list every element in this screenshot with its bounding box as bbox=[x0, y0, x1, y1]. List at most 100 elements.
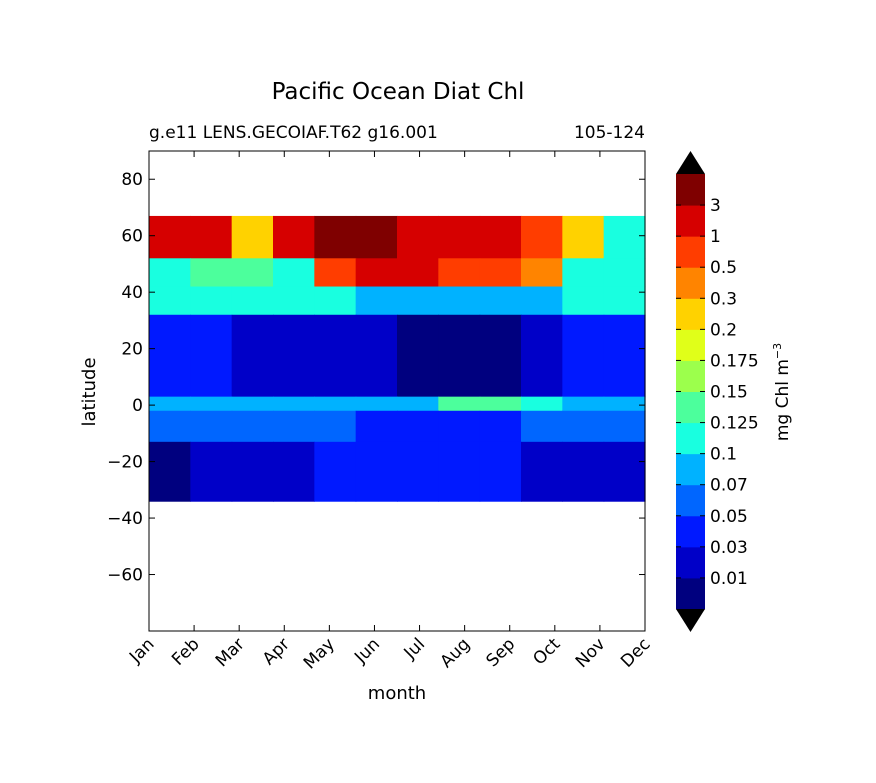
colorbar-segment bbox=[676, 515, 705, 548]
y-axis-label: latitude bbox=[79, 357, 100, 426]
chart-subtitle-left: g.e11 LENS.GECOIAF.T62 g16.001 bbox=[149, 123, 438, 143]
heatmap-cell bbox=[314, 410, 357, 443]
heatmap-cell bbox=[479, 314, 522, 398]
colorbar-tick-label: 0.175 bbox=[710, 351, 759, 371]
heatmap-cell bbox=[190, 286, 233, 316]
heatmap-cell bbox=[562, 314, 605, 398]
colorbar-segment bbox=[676, 329, 705, 361]
heatmap-cell bbox=[149, 314, 191, 398]
heatmap-cell bbox=[355, 396, 398, 412]
heatmap-cell bbox=[273, 258, 315, 288]
heatmap-cell bbox=[149, 258, 191, 288]
heatmap-cell bbox=[438, 314, 481, 398]
plot-frame bbox=[148, 150, 646, 632]
heatmap-cell bbox=[603, 314, 646, 398]
colorbar-segment bbox=[676, 484, 705, 517]
heatmap-cell bbox=[397, 410, 439, 443]
heatmap-cell bbox=[273, 396, 315, 412]
x-tick-label: Aug bbox=[437, 634, 475, 672]
x-tick-label: Jun bbox=[350, 634, 384, 668]
heatmap-cell bbox=[355, 286, 398, 316]
colorbar-tick-label: 0.2 bbox=[710, 320, 737, 340]
heatmap-cell bbox=[314, 396, 357, 412]
colorbar-tick-label: 3 bbox=[710, 196, 721, 216]
heatmap-cell bbox=[521, 314, 563, 398]
y-tick-label: 0 bbox=[132, 396, 143, 416]
colorbar-segment bbox=[676, 236, 705, 268]
heatmap-cell bbox=[231, 314, 274, 398]
heatmap-cell bbox=[273, 410, 315, 443]
colorbar-tick-label: 0.07 bbox=[710, 476, 748, 496]
heatmap-cell bbox=[314, 314, 357, 398]
heatmap-cell bbox=[273, 215, 315, 259]
colorbar-segment bbox=[676, 360, 705, 392]
colorbar-tick-label: 0.1 bbox=[710, 445, 737, 465]
heatmap-cell bbox=[397, 286, 439, 316]
colorbar-segment bbox=[676, 267, 705, 299]
heatmap-cell bbox=[397, 258, 439, 288]
heatmap-cell bbox=[355, 410, 398, 443]
heatmap-cell bbox=[190, 258, 233, 288]
colorbar-segment bbox=[676, 174, 705, 206]
heatmap-cell bbox=[603, 396, 646, 412]
heatmap-cell bbox=[149, 441, 191, 502]
heatmap-cell bbox=[355, 314, 398, 398]
colorbar-tick-label: 0.125 bbox=[710, 414, 759, 434]
heatmap-cell bbox=[231, 286, 274, 316]
heatmap-cell bbox=[190, 410, 233, 443]
y-tick-label: −20 bbox=[107, 453, 143, 473]
heatmap-cell bbox=[355, 441, 398, 502]
heatmap-cell bbox=[190, 215, 233, 259]
heatmap-cell bbox=[479, 215, 522, 259]
heatmap-cell bbox=[438, 410, 481, 443]
colorbar-segment bbox=[676, 298, 705, 330]
heatmap-cell bbox=[231, 441, 274, 502]
colorbar-segment bbox=[676, 391, 705, 424]
x-tick-label: Jan bbox=[125, 634, 158, 667]
x-tick-label: Dec bbox=[617, 634, 654, 671]
heatmap-cell bbox=[355, 215, 398, 259]
colorbar-segment bbox=[676, 205, 705, 237]
heatmap-cell bbox=[438, 441, 481, 502]
x-tick-label: May bbox=[300, 634, 339, 673]
heatmap-cell bbox=[521, 441, 563, 502]
heatmap-cell bbox=[603, 410, 646, 443]
heatmap-cell bbox=[479, 286, 522, 316]
heatmap-cell bbox=[479, 441, 522, 502]
heatmap-cell bbox=[190, 314, 233, 398]
colorbar-tick-label: 0.15 bbox=[710, 383, 748, 403]
colorbar-label-exponent: −3 bbox=[771, 343, 784, 359]
heatmap-cell bbox=[231, 410, 274, 443]
x-tick-label: Oct bbox=[529, 634, 564, 669]
heatmap-cell bbox=[231, 215, 274, 259]
colorbar-tick-label: 0.01 bbox=[710, 569, 748, 589]
colorbar-label: mg Chl m−3 bbox=[771, 343, 793, 441]
x-axis-label: month bbox=[368, 683, 426, 704]
heatmap-cell bbox=[562, 396, 605, 412]
heatmap-cell bbox=[603, 215, 646, 259]
heatmap-cell bbox=[562, 286, 605, 316]
heatmap-cell bbox=[397, 215, 439, 259]
heatmap-cell bbox=[562, 410, 605, 443]
chart-subtitle-right: 105-124 bbox=[574, 123, 645, 143]
y-axis: 80 60 40 20 0 −20 −40 −60 bbox=[107, 170, 645, 586]
heatmap-cell bbox=[355, 258, 398, 288]
heatmap-cell bbox=[521, 215, 563, 259]
colorbar-segment bbox=[676, 453, 705, 486]
colorbar-tick-label: 1 bbox=[710, 227, 721, 247]
heatmap-cell bbox=[438, 215, 481, 259]
colorbar-extend-min bbox=[676, 609, 705, 632]
heatmap-cell bbox=[231, 258, 274, 288]
heatmap-cell bbox=[603, 286, 646, 316]
x-tick-label: Feb bbox=[168, 634, 203, 669]
chart-title: Pacific Ocean Diat Chl bbox=[272, 79, 525, 105]
x-tick-label: Sep bbox=[482, 634, 519, 671]
heatmap-cell bbox=[231, 396, 274, 412]
x-tick-label: Jul bbox=[400, 634, 429, 663]
heatmap-cell bbox=[314, 258, 357, 288]
heatmap-cell bbox=[314, 286, 357, 316]
colorbar: 0.01 0.03 0.05 0.07 0.1 0.125 0.15 0.175 0.2 0.3 0… bbox=[676, 151, 759, 632]
heatmap-cell bbox=[521, 410, 563, 443]
heatmap-cell bbox=[479, 410, 522, 443]
